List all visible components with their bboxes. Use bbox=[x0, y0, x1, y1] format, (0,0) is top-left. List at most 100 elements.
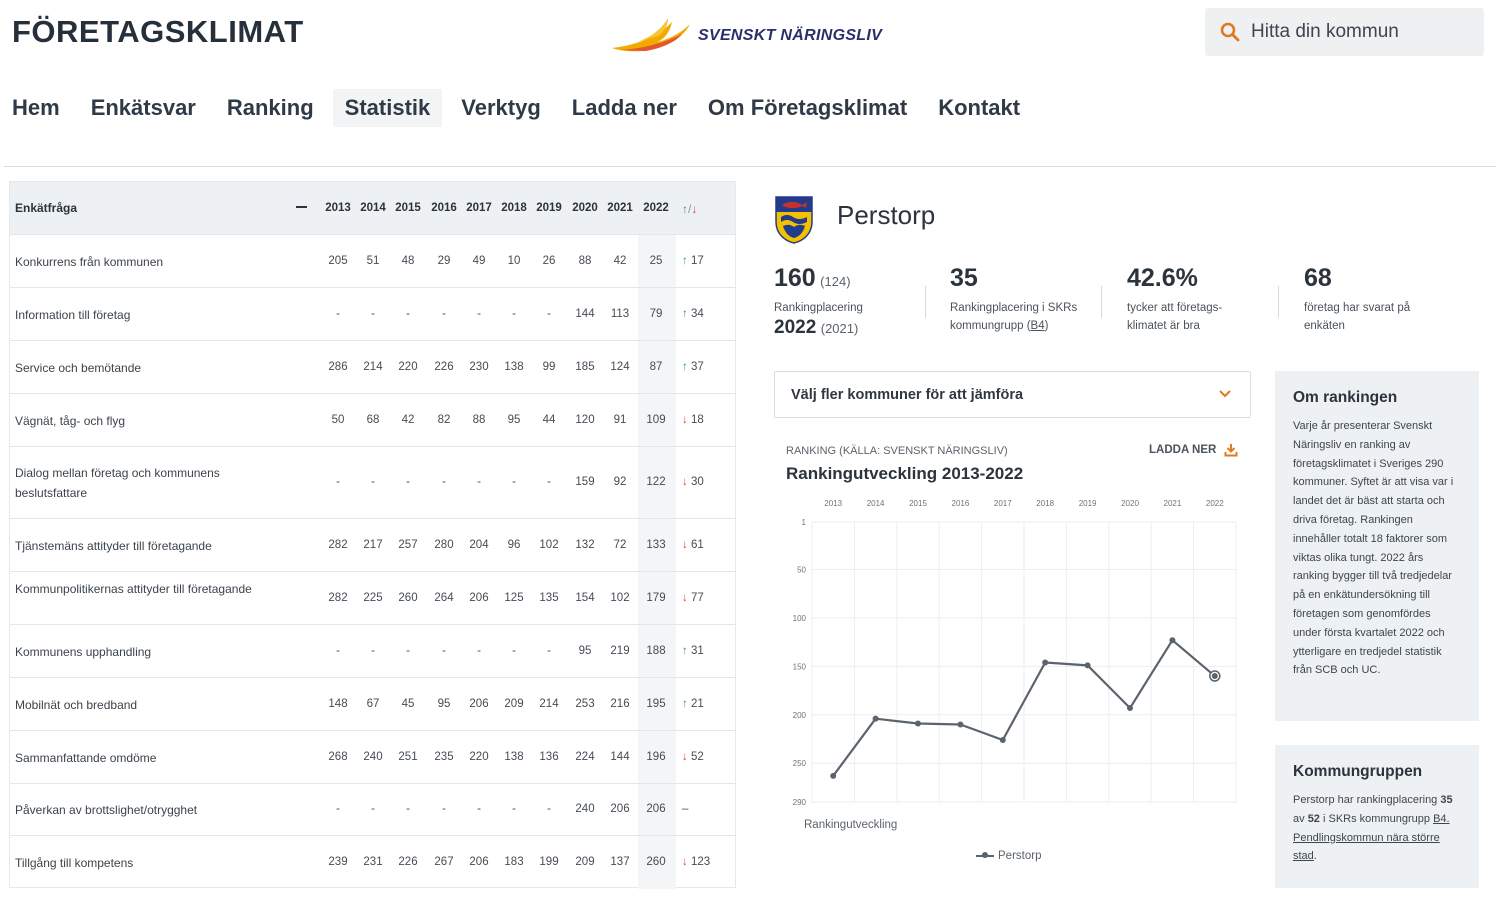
table-cell: - bbox=[547, 476, 551, 488]
change-cell: ↑ 17 bbox=[682, 255, 704, 267]
table-row: Kommunens upphandling - - - - - - - 95 219 188 ↑ 31 bbox=[10, 624, 735, 677]
stat-share-value: 42.6% bbox=[1127, 264, 1198, 292]
site-logo[interactable]: FÖRETAGSKLIMAT bbox=[12, 14, 304, 49]
download-icon[interactable] bbox=[1224, 443, 1238, 457]
column-header-change[interactable]: ↑/↓ bbox=[682, 202, 697, 216]
column-header-year[interactable]: 2016 bbox=[431, 202, 457, 214]
group-text-part-2: av bbox=[1293, 812, 1305, 825]
table-cell: 260 bbox=[398, 591, 418, 604]
column-header-question[interactable]: Enkätfråga bbox=[15, 201, 78, 215]
column-header-year[interactable]: 2017 bbox=[466, 202, 492, 214]
nav-item-om-foretagsklimat[interactable]: Om Företagsklimat bbox=[707, 95, 908, 120]
nav-item-enkatsvar[interactable]: Enkätsvar bbox=[90, 95, 196, 120]
nav-item-ranking[interactable]: Ranking bbox=[226, 95, 314, 120]
stat-group-label-line-2: kommungrupp ( bbox=[950, 320, 1031, 332]
table-cell: 217 bbox=[363, 538, 383, 551]
table-cell: - bbox=[336, 307, 340, 320]
chart-legend[interactable]: Perstorp bbox=[976, 850, 1041, 862]
collapse-icon[interactable] bbox=[296, 206, 307, 208]
table-cell: 206 bbox=[469, 591, 489, 604]
arrow-up-icon: ↑ bbox=[682, 307, 691, 320]
change-cell: ↓ 123 bbox=[682, 856, 710, 868]
question-label: Tillgång till kompetens bbox=[15, 856, 134, 870]
table-cell: 99 bbox=[542, 360, 556, 373]
table-cell: 51 bbox=[366, 254, 380, 267]
table-row: Tillgång till kompetens 239 231 226 267 206 18… bbox=[10, 835, 735, 889]
nav-item-ladda-ner[interactable]: Ladda ner bbox=[571, 95, 677, 120]
table-cell: 154 bbox=[575, 591, 595, 604]
table-cell: 96 bbox=[507, 538, 521, 551]
table-cell: - bbox=[512, 476, 516, 488]
change-value: 77 bbox=[690, 591, 704, 604]
chart-source: RANKING (KÄLLA: SVENSKT NÄRINGSLIV) bbox=[786, 445, 1008, 457]
nav-item-hem[interactable]: Hem bbox=[12, 95, 60, 120]
question-label: Kommunpolitikernas attityder till företa… bbox=[15, 581, 252, 596]
column-header-year[interactable]: 2015 bbox=[395, 202, 421, 214]
brand-logo[interactable]: SVENSKT NÄRINGSLIV bbox=[610, 10, 900, 56]
group-total-value: 52 bbox=[1307, 812, 1320, 825]
arrow-up-icon: ↑ bbox=[682, 360, 691, 373]
column-header-year[interactable]: 2018 bbox=[501, 202, 527, 214]
table-cell: - bbox=[512, 644, 516, 657]
table-cell: 240 bbox=[363, 750, 383, 763]
table-cell: 136 bbox=[539, 750, 559, 763]
stat-responses-label-line-1: företag har svarat på bbox=[1304, 302, 1411, 314]
search-field[interactable]: Hitta din kommun bbox=[1205, 8, 1484, 56]
municipality-group-title: Kommungruppen bbox=[1293, 763, 1423, 780]
chart-title: Rankingutveckling 2013-2022 bbox=[786, 464, 1024, 483]
column-header-year[interactable]: 2014 bbox=[360, 202, 386, 214]
chart-download-button[interactable]: LADDA NER bbox=[1149, 444, 1217, 456]
table-cell: 42 bbox=[401, 413, 415, 426]
arrow-up-icon: ↑ bbox=[682, 254, 691, 267]
column-header-year[interactable]: 2022 bbox=[643, 202, 669, 214]
table-cell: 196 bbox=[646, 750, 666, 763]
compare-municipalities-select[interactable]: Välj fler kommuner för att jämföra bbox=[774, 371, 1251, 418]
column-header-year[interactable]: 2019 bbox=[536, 202, 562, 214]
table-cell: - bbox=[442, 476, 446, 488]
table-cell: - bbox=[442, 644, 446, 657]
table-cell: - bbox=[547, 307, 551, 320]
column-header-year[interactable]: 2021 bbox=[607, 202, 633, 214]
table-cell: 231 bbox=[363, 856, 383, 868]
change-cell: ↑ 34 bbox=[682, 308, 704, 320]
question-label: Information till företag bbox=[15, 307, 131, 322]
chart-series-line bbox=[832, 639, 1216, 777]
change-value: 30 bbox=[690, 476, 704, 488]
nav-item-statistik[interactable]: Statistik bbox=[332, 89, 443, 127]
table-row: Dialog mellan företag och kommunens besl… bbox=[10, 446, 735, 518]
arrow-down-icon: ↓ bbox=[682, 538, 691, 551]
table-cell: 144 bbox=[575, 307, 595, 320]
question-label: Sammanfattande omdöme bbox=[15, 750, 157, 765]
table-cell: - bbox=[406, 644, 410, 657]
stat-group-code-link[interactable]: B4 bbox=[1030, 320, 1045, 332]
table-cell: 95 bbox=[437, 697, 451, 710]
table-cell: 124 bbox=[610, 360, 630, 373]
table-cell: 239 bbox=[328, 856, 348, 868]
table-cell: 286 bbox=[328, 360, 348, 373]
group-link[interactable]: B4. Pendlingskommun nära större stad bbox=[1293, 812, 1450, 863]
stat-group-value: 35 bbox=[950, 264, 978, 292]
arrow-down-icon: ↓ bbox=[691, 202, 698, 216]
chart-y-tick-label: 200 bbox=[793, 711, 807, 720]
table-cell: 195 bbox=[646, 697, 666, 710]
change-cell: ↓ 61 bbox=[682, 539, 704, 551]
table-cell: 220 bbox=[398, 360, 418, 373]
stat-share-label-line-1: tycker att företags- bbox=[1127, 302, 1223, 314]
table-cell: 125 bbox=[504, 591, 524, 604]
table-row: Information till företag - - - - - - - 144 113 79 ↑… bbox=[10, 287, 735, 340]
column-header-year[interactable]: 2013 bbox=[325, 202, 351, 214]
table-cell: 230 bbox=[469, 360, 489, 373]
nav-item-kontakt[interactable]: Kontakt bbox=[938, 95, 1021, 120]
table-cell: 137 bbox=[610, 856, 630, 868]
table-cell: 72 bbox=[613, 538, 627, 551]
header-divider bbox=[4, 166, 1496, 167]
column-header-year[interactable]: 2020 bbox=[572, 202, 598, 214]
table-cell: 82 bbox=[437, 413, 451, 426]
table-cell: 206 bbox=[646, 803, 666, 815]
table-cell: 280 bbox=[434, 538, 454, 551]
nav-item-verktyg[interactable]: Verktyg bbox=[461, 95, 541, 120]
change-value: 61 bbox=[690, 538, 704, 551]
table-cell: 109 bbox=[646, 413, 666, 426]
table-cell: - bbox=[336, 644, 340, 657]
table-cell: - bbox=[406, 307, 410, 320]
